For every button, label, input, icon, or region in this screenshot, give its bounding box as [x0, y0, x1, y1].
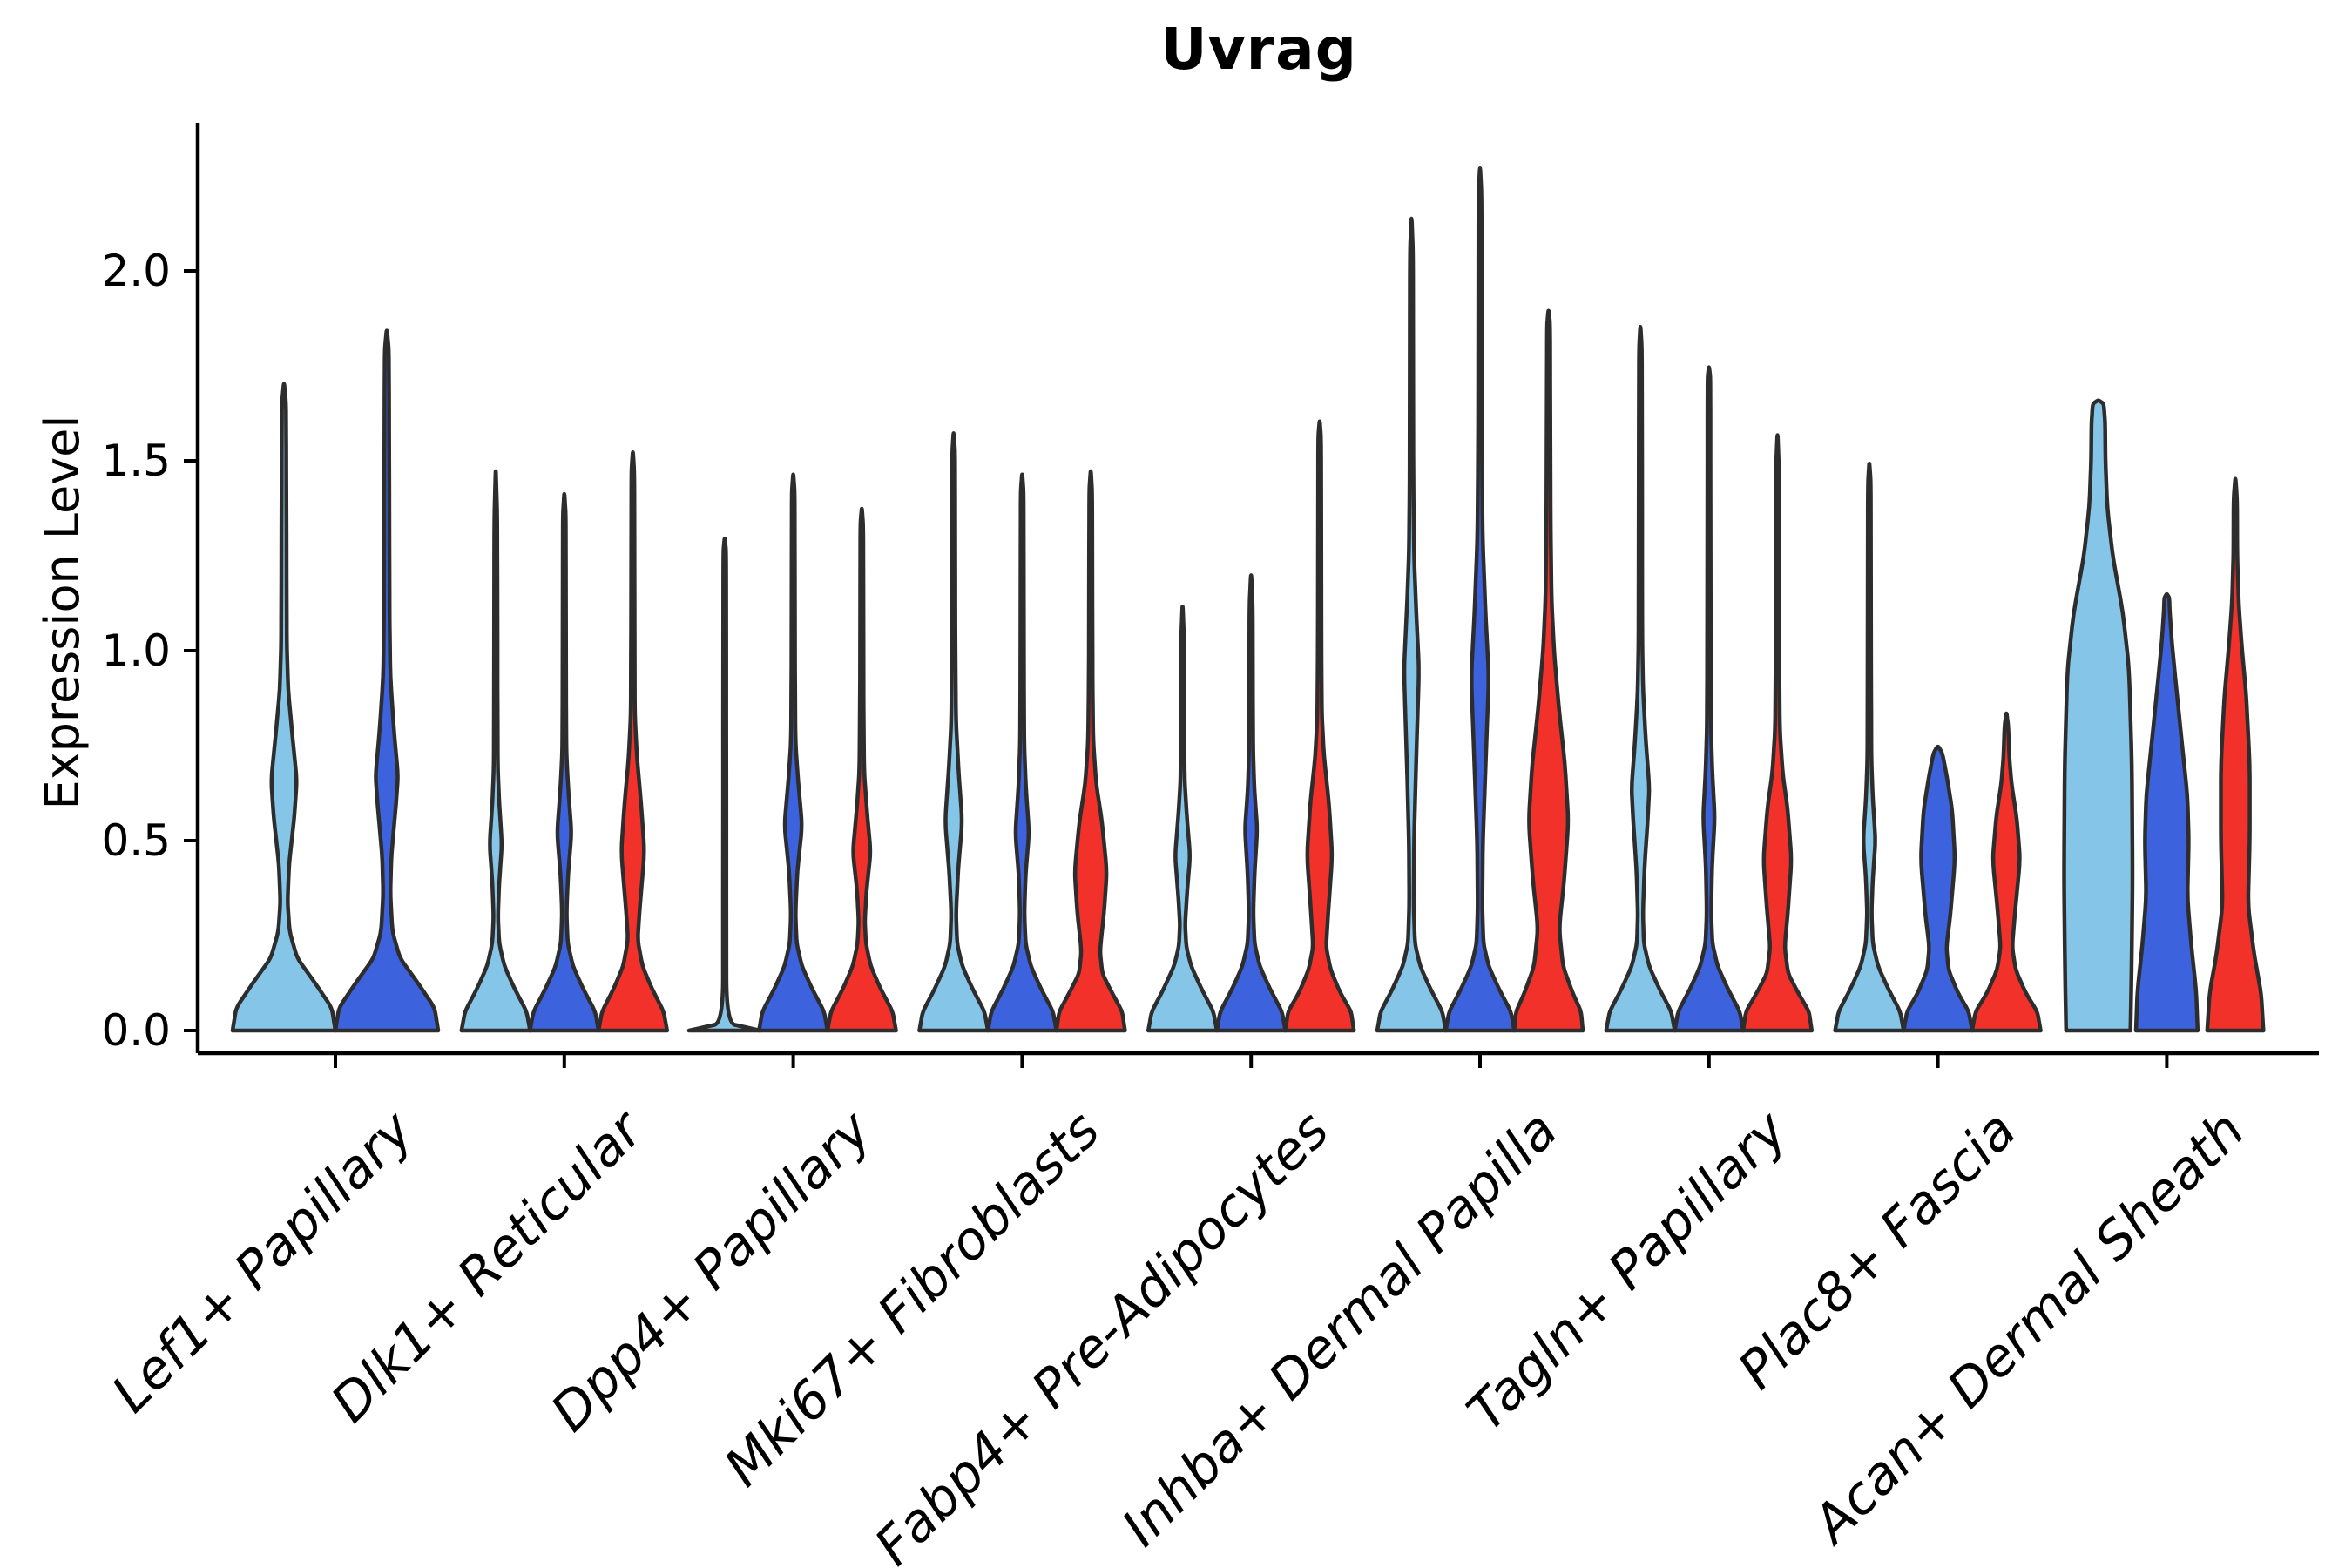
violin-lef1-split0	[230, 382, 338, 1033]
violin-acan-split0	[2062, 398, 2135, 1033]
violin-dpp4-split1	[757, 472, 830, 1033]
y-tick-label: 1.5	[101, 436, 171, 486]
violin-dlk1-split0	[459, 469, 532, 1033]
violin-dlk1-split2	[596, 449, 670, 1033]
violin-fabp4-split1	[1214, 573, 1288, 1033]
violin-tagln-split2	[1740, 433, 1815, 1033]
violin-fabp4-split0	[1146, 605, 1220, 1033]
violin-plac8-split0	[1833, 462, 1906, 1033]
violin-dpp4-split2	[825, 506, 898, 1033]
violin-mki67-split0	[917, 431, 990, 1033]
violin-tagln-split1	[1673, 365, 1746, 1033]
violin-acan-split1	[2133, 591, 2200, 1033]
violin-acan-split2	[2205, 476, 2266, 1033]
chart-title: Uvrag	[1160, 16, 1357, 83]
violin-lef1-split1	[333, 328, 441, 1033]
violin-dlk1-split1	[528, 491, 601, 1033]
violin-plac8-split2	[1970, 711, 2043, 1033]
y-tick-label: 1.0	[101, 625, 171, 676]
violin-mki67-split2	[1054, 469, 1127, 1033]
violin-dpp4-split0	[686, 537, 763, 1033]
violin-tagln-split0	[1604, 325, 1677, 1033]
violin-plac8-split1	[1902, 744, 1975, 1033]
violin-inhba-split2	[1512, 308, 1585, 1033]
violin-inhba-split1	[1443, 166, 1517, 1033]
violin-mki67-split1	[985, 472, 1058, 1033]
violin-inhba-split0	[1375, 216, 1448, 1033]
y-tick-label: 0.5	[101, 815, 171, 866]
violin-fabp4-split2	[1283, 419, 1356, 1033]
y-tick-label: 2.0	[101, 246, 171, 296]
y-tick-label: 0.0	[101, 1005, 171, 1056]
